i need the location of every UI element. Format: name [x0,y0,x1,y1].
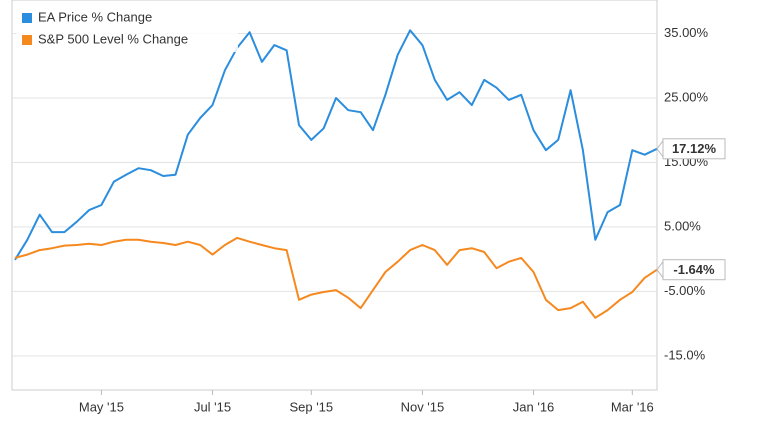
end-label-pointer [656,260,664,280]
y-tick-label: 25.00% [664,89,709,104]
legend-swatch [22,13,32,23]
y-tick-label: -5.00% [664,283,706,298]
end-label: 17.12% [656,138,726,160]
plot-frame [11,0,658,391]
y-tick-label: 35.00% [664,25,709,40]
legend-label: S&P 500 Level % Change [38,31,188,46]
end-label-text: 17.12% [672,141,717,156]
x-tick-label: Mar '16 [611,399,654,414]
legend-background [16,4,238,52]
legend: EA Price % Change S&P 500 Level % Change [16,4,238,52]
series-line [14,236,658,319]
x-tick-label: Nov '15 [401,399,445,414]
end-label-box [662,138,726,160]
x-tick-label: Jul '15 [194,399,231,414]
end-label-box [662,259,726,281]
end-label-text: -1.64% [673,262,715,277]
y-tick-label: 5.00% [664,218,701,233]
end-label: -1.64% [656,259,726,281]
x-tick-label: Jan '16 [513,399,555,414]
lines [14,29,658,319]
series-line [14,29,658,261]
y-tick-label: -15.0% [664,347,706,362]
legend-label: EA Price % Change [38,9,152,24]
x-tick-label: Sep '15 [289,399,333,414]
x-tick-label: May '15 [79,399,124,414]
end-label-pointer [656,139,664,159]
labels: -15.0%-5.00%5.00%15.00%25.00%35.00%May '… [79,25,726,414]
legend-swatch [22,35,32,45]
